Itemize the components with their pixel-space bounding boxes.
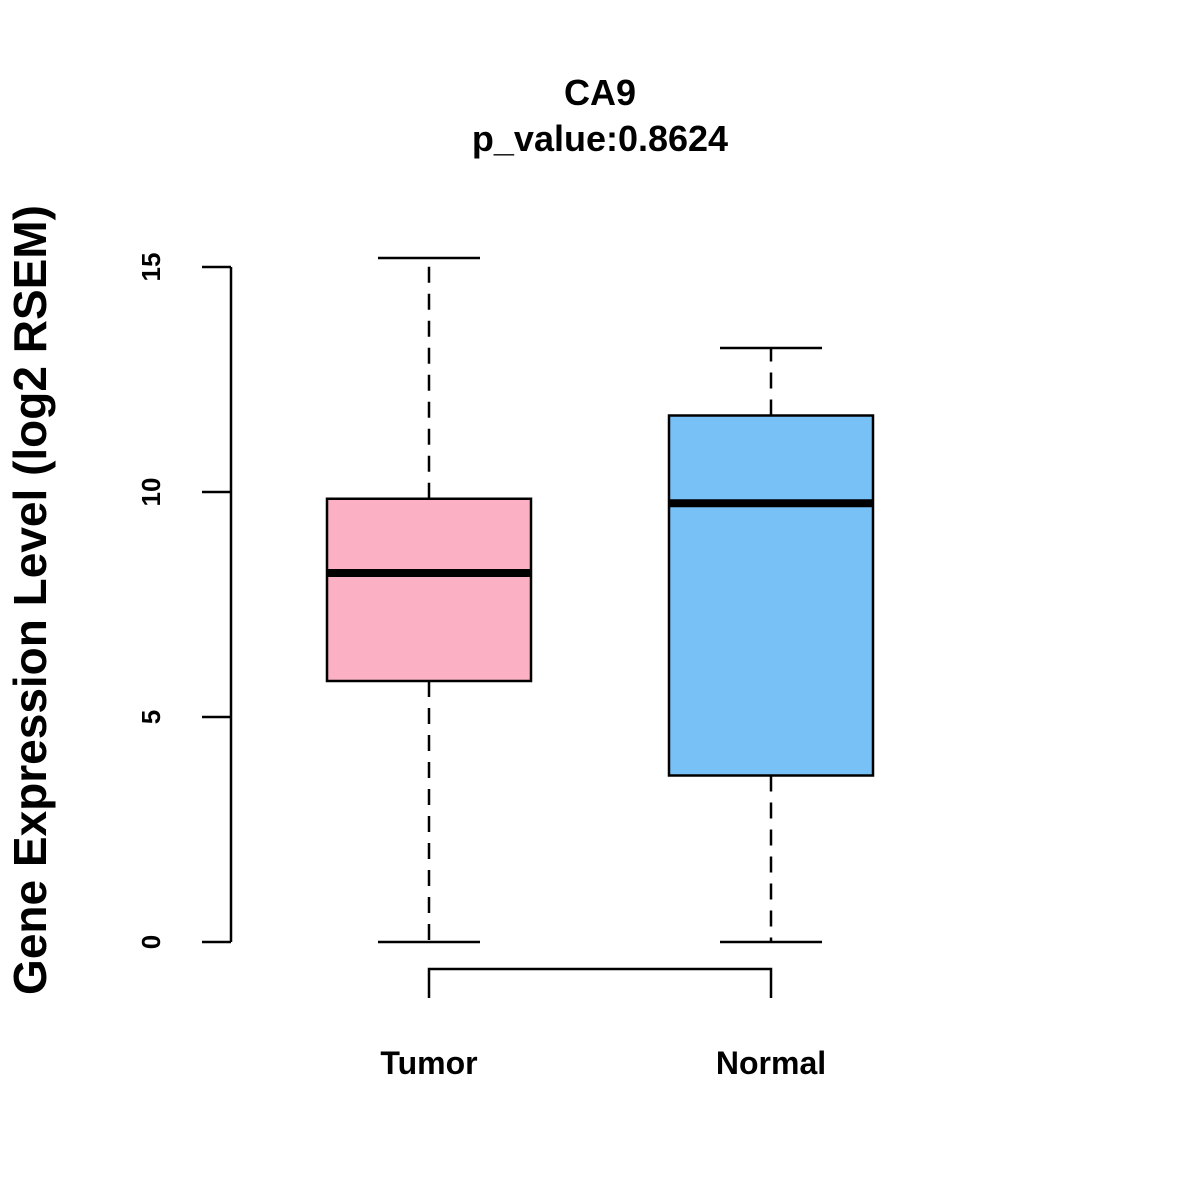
y-tick-label: 5 [136, 710, 166, 724]
y-axis-label: Gene Expression Level (log2 RSEM) [4, 205, 56, 995]
box-tumor [325, 256, 533, 944]
comparison-bracket-group [427, 967, 773, 998]
comparison-bracket [427, 967, 773, 998]
y-tick-label: 15 [136, 253, 166, 282]
y-tick-label: 10 [136, 478, 166, 507]
x-axis-categories: Tumor Normal [380, 1045, 826, 1081]
box-normal [667, 346, 875, 944]
boxes [325, 256, 875, 944]
category-label-normal: Normal [716, 1045, 826, 1081]
interquartile-box [325, 497, 533, 683]
interquartile-box [667, 414, 875, 777]
y-axis: 0 5 10 15 [136, 253, 233, 949]
chart-title: CA9 [564, 72, 636, 113]
chart-subtitle: p_value:0.8624 [472, 118, 728, 159]
category-label-tumor: Tumor [380, 1045, 477, 1081]
y-tick-label: 0 [136, 935, 166, 949]
